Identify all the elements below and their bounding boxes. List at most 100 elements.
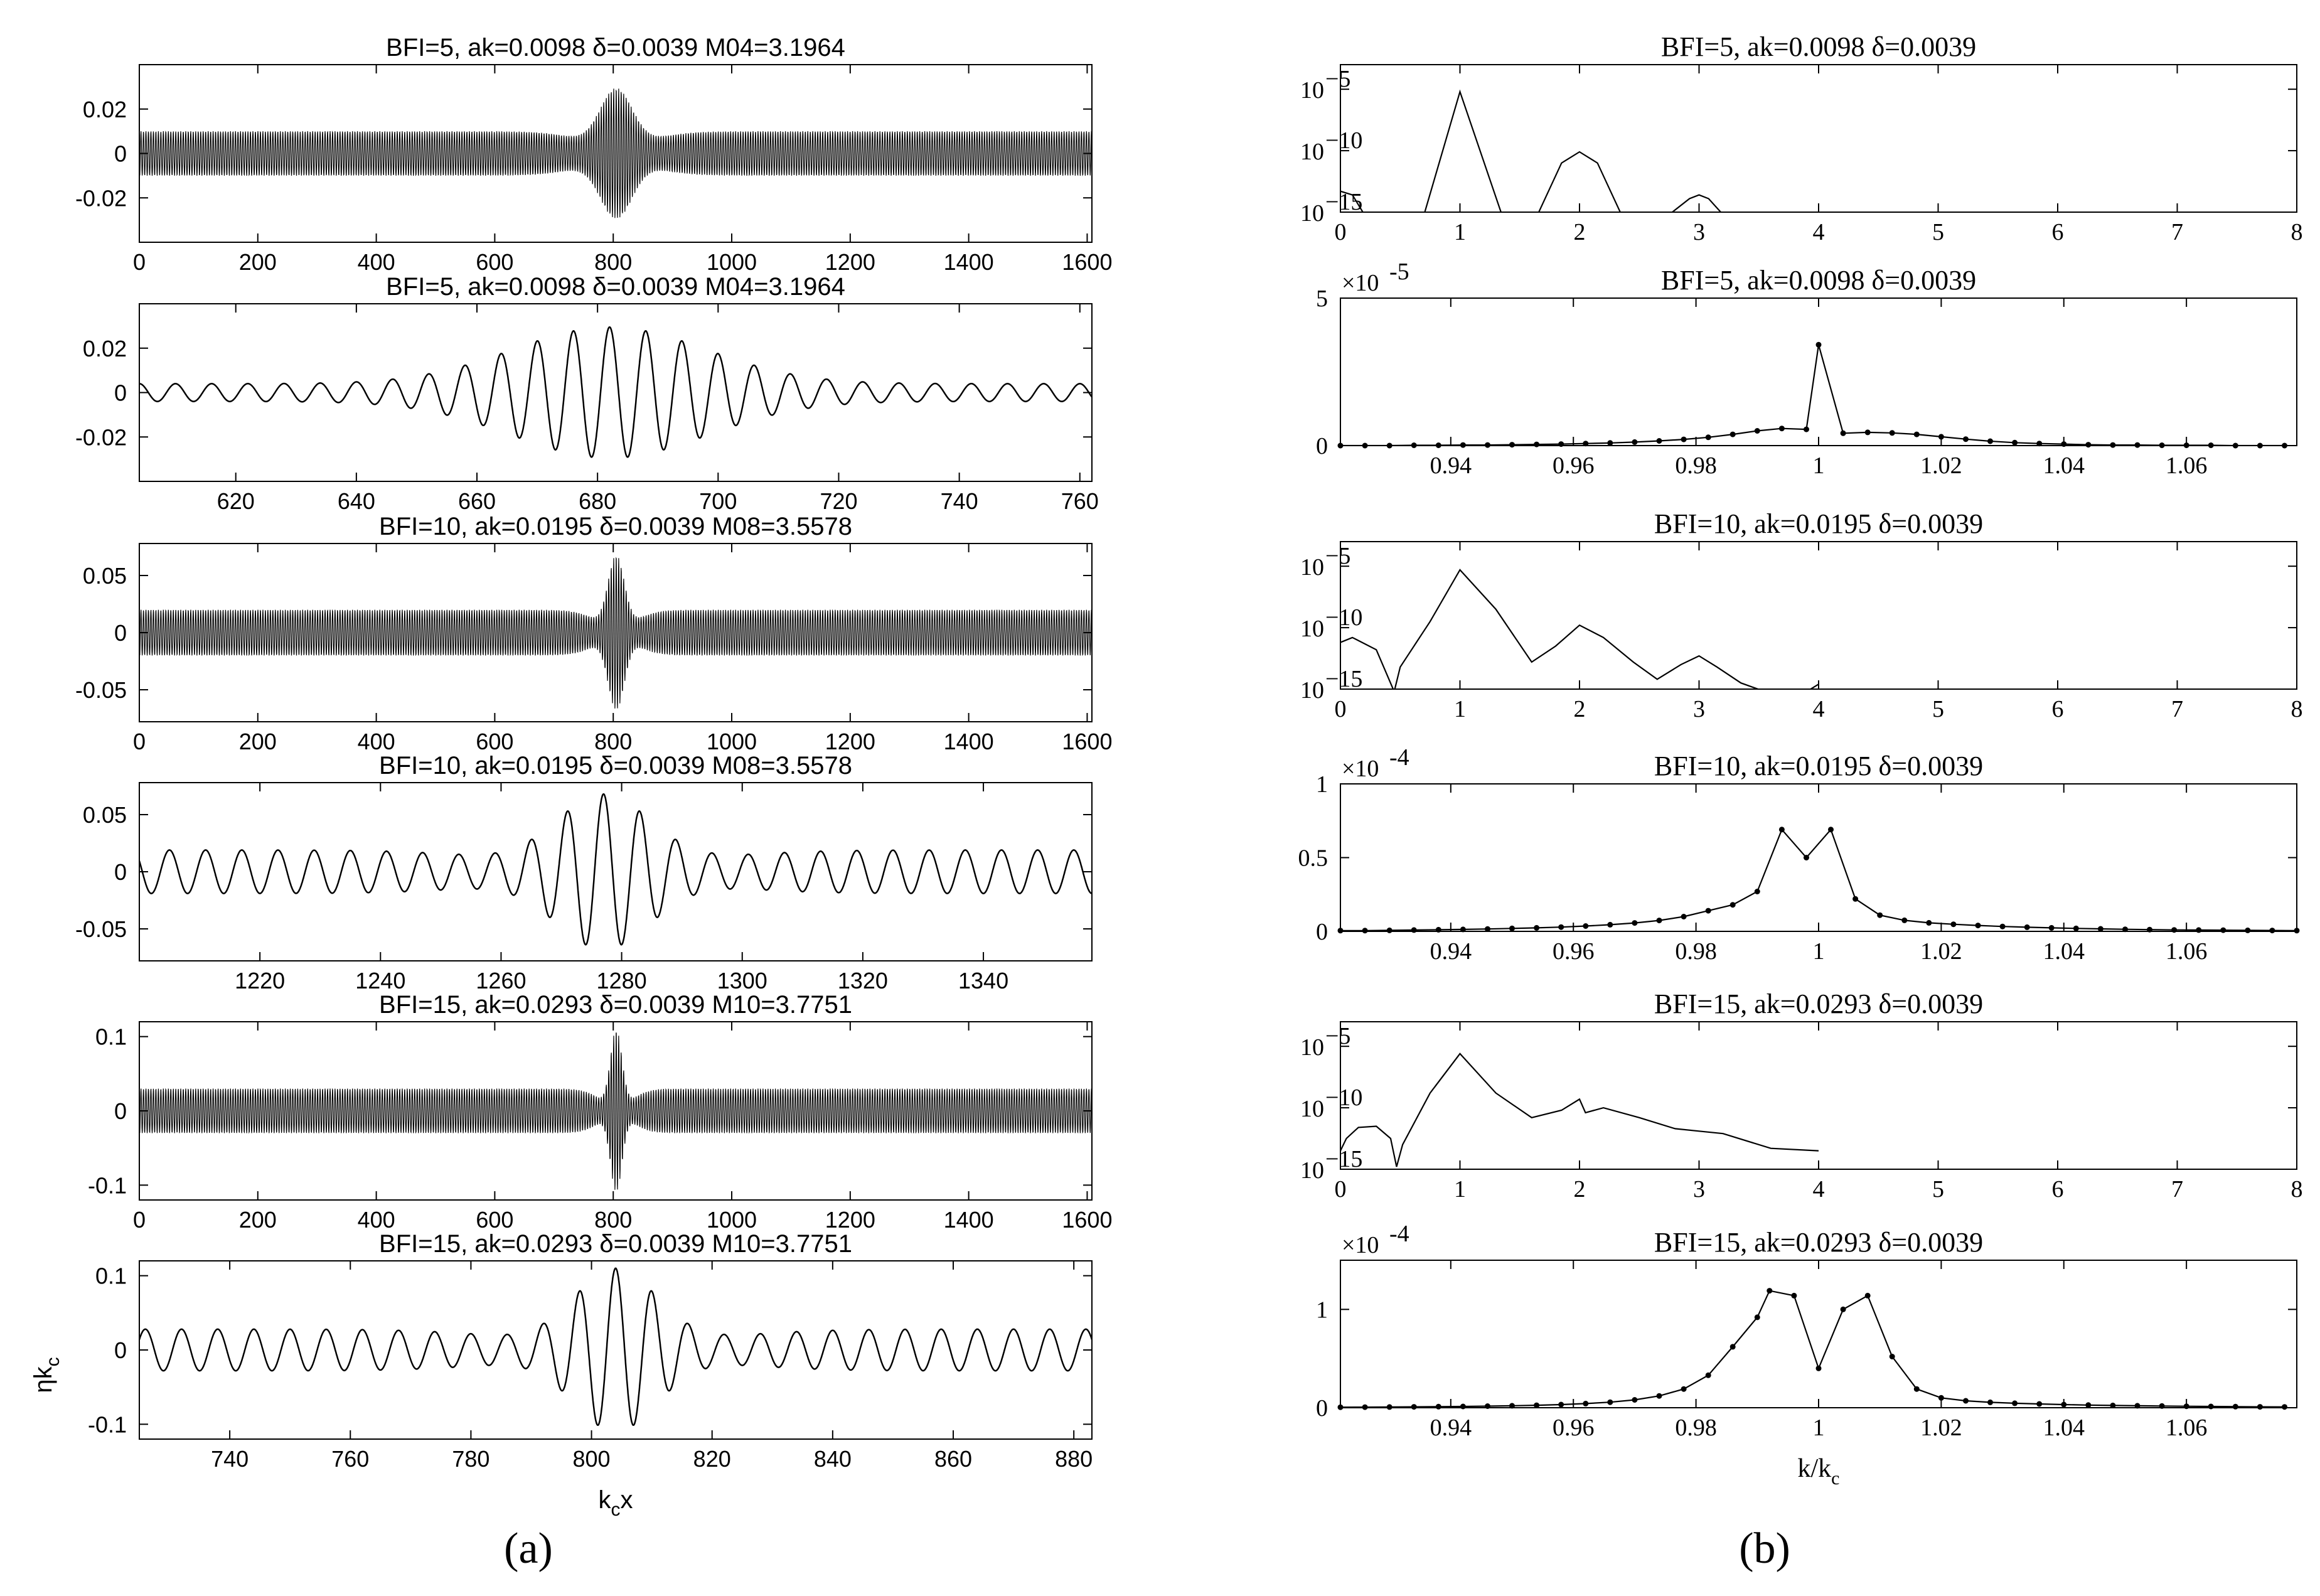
y-tick-label: 10 [1300,200,1324,227]
data-point [1754,428,1760,434]
axes-frame [1340,1021,2297,1170]
x-tick-label: 1.06 [2166,938,2208,965]
y-tick-exponent: −10 [1325,1085,1362,1111]
data-point [1558,1401,1564,1408]
x-tick-label: 820 [693,1446,731,1472]
data-point [1681,436,1687,442]
subplot-a3: 0 200 400 600 800 1000 1200 1400 1600 -0.05 0 0.05 B… [75,513,1113,754]
y-tick-label: 0.05 [83,563,127,589]
data-point [1864,429,1871,436]
data-point [1681,1386,1687,1392]
x-tick-label: 1200 [825,1207,875,1233]
y-tick-label: 1 [1316,771,1328,798]
data-point [2085,1402,2092,1408]
axes-frame [1340,541,2297,690]
data-point [1828,827,1834,833]
data-point [1767,1288,1773,1294]
subplot-title: BFI=15, ak=0.0293 δ=0.0039 M10=3.7751 [379,1230,852,1258]
panel-label-a: (a) [504,1524,553,1573]
spectrum-line [1340,828,2297,931]
x-tick-label: 1340 [958,968,1008,993]
data-point [1435,1403,1441,1410]
data-point [1778,426,1785,432]
data-point [1938,1395,1944,1401]
data-point [1656,1393,1662,1399]
data-point [1509,925,1515,931]
x-tick-label: 7 [2171,696,2183,722]
data-point [1987,1399,1993,1405]
x-tick-label: 720 [820,488,857,514]
x-tick-label: 0 [133,1207,146,1233]
data-point [1729,1344,1736,1350]
subplot-a5: 0 200 400 600 800 1000 1200 1400 1600-0.100.1BFI… [88,991,1113,1233]
data-point [1460,1403,1466,1410]
data-point [1840,1306,1846,1312]
data-point [1411,1404,1417,1410]
data-point [1778,827,1785,833]
data-point [2110,1402,2116,1408]
data-point [1975,923,1981,929]
y-tick-label: -0.1 [88,1172,127,1198]
y-tick-label: 0 [114,1337,127,1363]
data-point [1607,1399,1613,1405]
data-point [2036,441,2043,447]
x-tick-label: 1.06 [2166,453,2208,479]
x-tick-label: 1 [1813,453,1825,479]
x-tick-label: 1.04 [2043,453,2085,479]
x-tick-label: 200 [239,1207,277,1233]
y-tick-label: 0 [114,1098,127,1124]
x-tick-label: 5 [1932,696,1944,722]
data-point [2232,1403,2238,1410]
y-tick-label: 10 [1300,677,1324,704]
x-tick-label: 1 [1454,219,1466,245]
y-tick-label: 0 [1316,1395,1328,1422]
x-tick-label: 0 [1335,1176,1347,1202]
subplot-a6: 740 760 780 800 820 840 860 880 -0.1 0 0.1 BFI=15, … [29,1230,1093,1520]
y-tick-label: -0.02 [75,185,127,211]
x-tick-label: 2 [1574,1176,1586,1202]
subplot-b4: 0.94 0.96 0.98 1 1.02 1.04 1.06 0 0.5 1 ×10 -4 BFI=1… [1298,744,2300,965]
x-tick-label: 4 [1813,1176,1825,1202]
x-tick-label: 1.02 [1920,938,1962,965]
x-tick-label: 1280 [597,968,647,993]
x-tick-label: 860 [934,1446,972,1472]
data-point [1963,1398,1969,1404]
x-tick-label: 6 [2052,219,2064,245]
subplot-a1: 0 200 400 600 800 1000 1200 1400 1600 -0.02 0 0.02 B… [75,34,1113,275]
x-tick-label: 800 [594,729,632,754]
x-tick-label: 1.02 [1920,1415,1962,1441]
data-point [1632,920,1638,926]
x-tick-label: 1260 [476,968,526,993]
spectrum-line [1340,1290,2285,1408]
y-scale-factor: ×10 [1342,756,1379,782]
x-tick-label: 740 [941,488,978,514]
x-tick-label: 660 [458,488,496,514]
data-point [1889,1354,1895,1359]
axes-frame [139,303,1093,482]
data-point [1681,914,1687,919]
x-tick-label: 400 [358,1207,395,1233]
x-tick-label: 1.02 [1920,453,1962,479]
data-point [1632,439,1638,445]
axes-frame [1340,64,2297,213]
x-tick-label: 640 [338,488,375,514]
subplot-title: BFI=5, ak=0.0098 δ=0.0039 M04=3.1964 [386,34,845,62]
y-tick-exponent: −10 [1325,127,1362,154]
y-tick-label: 0.1 [95,1263,127,1289]
y-scale-exponent: -4 [1389,1221,1409,1247]
subplot-title: BFI=5, ak=0.0098 δ=0.0039 M04=3.1964 [386,273,845,301]
x-tick-label: 760 [1061,488,1099,514]
x-tick-label: 2 [1574,219,1586,245]
y-scale-factor: ×10 [1342,1232,1379,1258]
x-tick-label: 3 [1693,219,1705,245]
x-tick-label: 780 [452,1446,489,1472]
x-tick-label: 1600 [1062,729,1112,754]
subplot-title: BFI=10, ak=0.0195 δ=0.0039 [1654,751,1983,781]
x-tick-label: 8 [2291,219,2303,245]
x-tick-label: 400 [358,249,395,275]
y-tick-exponent: −15 [1325,1146,1362,1172]
y-tick-label: 0 [114,859,127,885]
